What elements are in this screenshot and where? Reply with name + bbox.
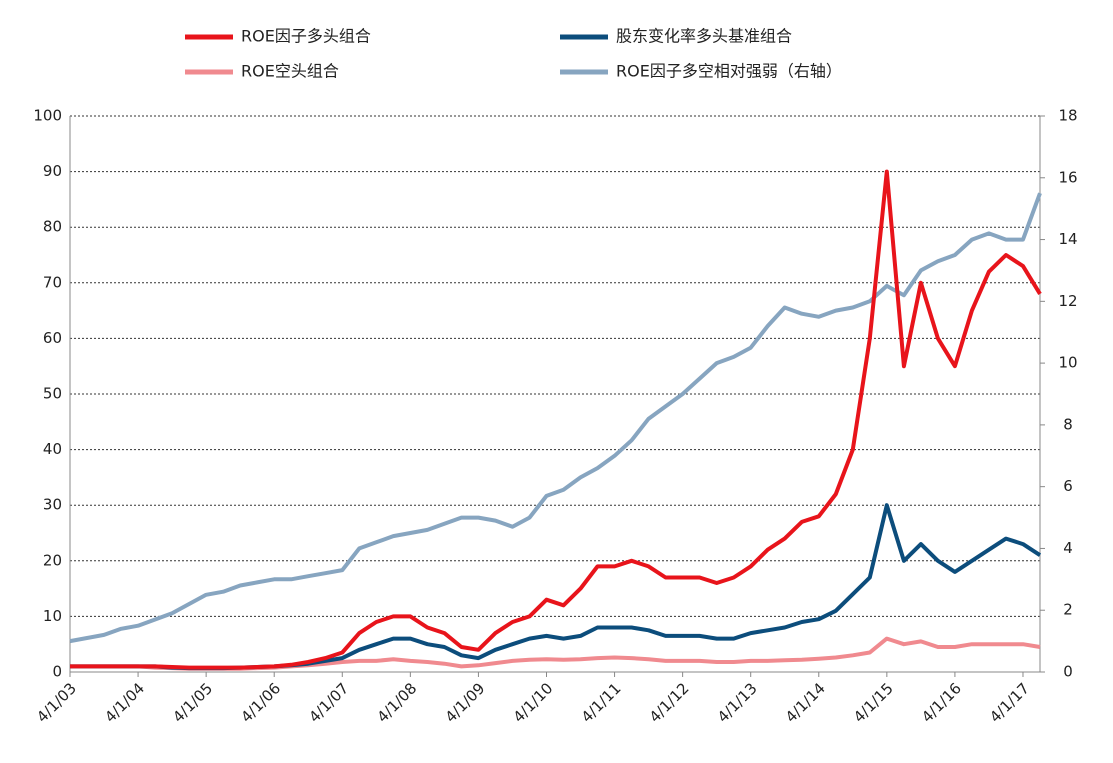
series-line (70, 636, 1041, 671)
series-line (69, 192, 1042, 644)
y-tick-label: 40 (43, 440, 62, 458)
y-tick-label: 0 (52, 663, 62, 681)
y2-tick-label: 6 (1063, 477, 1073, 495)
x-tick-label: 4/1/11 (578, 679, 625, 726)
y-tick-label: 100 (33, 107, 62, 125)
y2-tick-label: 16 (1058, 168, 1077, 186)
y-tick-label: 70 (43, 273, 62, 291)
series-line (70, 169, 1042, 670)
x-tick-label: 4/1/12 (646, 679, 693, 726)
y-tick-label: 20 (43, 551, 62, 569)
y-tick-label: 10 (43, 607, 62, 625)
series-line (70, 503, 1042, 671)
x-tick-label: 4/1/08 (373, 679, 420, 726)
y-tick-label: 90 (43, 162, 62, 180)
y2-tick-label: 12 (1058, 292, 1077, 310)
y2-tick-label: 10 (1058, 354, 1077, 372)
legend-label: ROE空头组合 (241, 62, 339, 81)
x-tick-label: 4/1/03 (33, 679, 80, 726)
x-tick-label: 4/1/17 (986, 679, 1033, 726)
x-tick-label: 4/1/07 (305, 679, 352, 726)
y2-tick-label: 4 (1063, 539, 1073, 557)
x-tick-label: 4/1/16 (918, 679, 965, 726)
x-tick-label: 4/1/06 (237, 679, 284, 726)
legend-label: ROE因子多空相对强弱（右轴） (616, 62, 842, 81)
y2-tick-label: 14 (1058, 230, 1077, 248)
y2-tick-label: 0 (1063, 663, 1073, 681)
x-tick-label: 4/1/10 (510, 679, 557, 726)
legend: ROE因子多头组合 股东变化率多头基准组合 ROE空头组合 ROE因子多空相对强弱（右… (185, 27, 842, 81)
x-tick-label: 4/1/09 (442, 679, 489, 726)
y2-tick-label: 18 (1058, 107, 1077, 125)
y2-tick-label: 8 (1063, 415, 1073, 433)
y-tick-label: 50 (43, 385, 62, 403)
legend-label: ROE因子多头组合 (241, 27, 371, 46)
y-tick-label: 30 (43, 496, 62, 514)
y2-tick-label: 2 (1063, 601, 1073, 619)
x-tick-label: 4/1/15 (850, 679, 897, 726)
x-tick-label: 4/1/04 (101, 679, 148, 726)
y-tick-label: 80 (43, 218, 62, 236)
x-tick-label: 4/1/05 (169, 679, 216, 726)
x-tick-label: 4/1/14 (782, 679, 829, 726)
legend-label: 股东变化率多头基准组合 (616, 27, 792, 46)
x-tick-label: 4/1/13 (714, 679, 761, 726)
y-tick-label: 60 (43, 329, 62, 347)
